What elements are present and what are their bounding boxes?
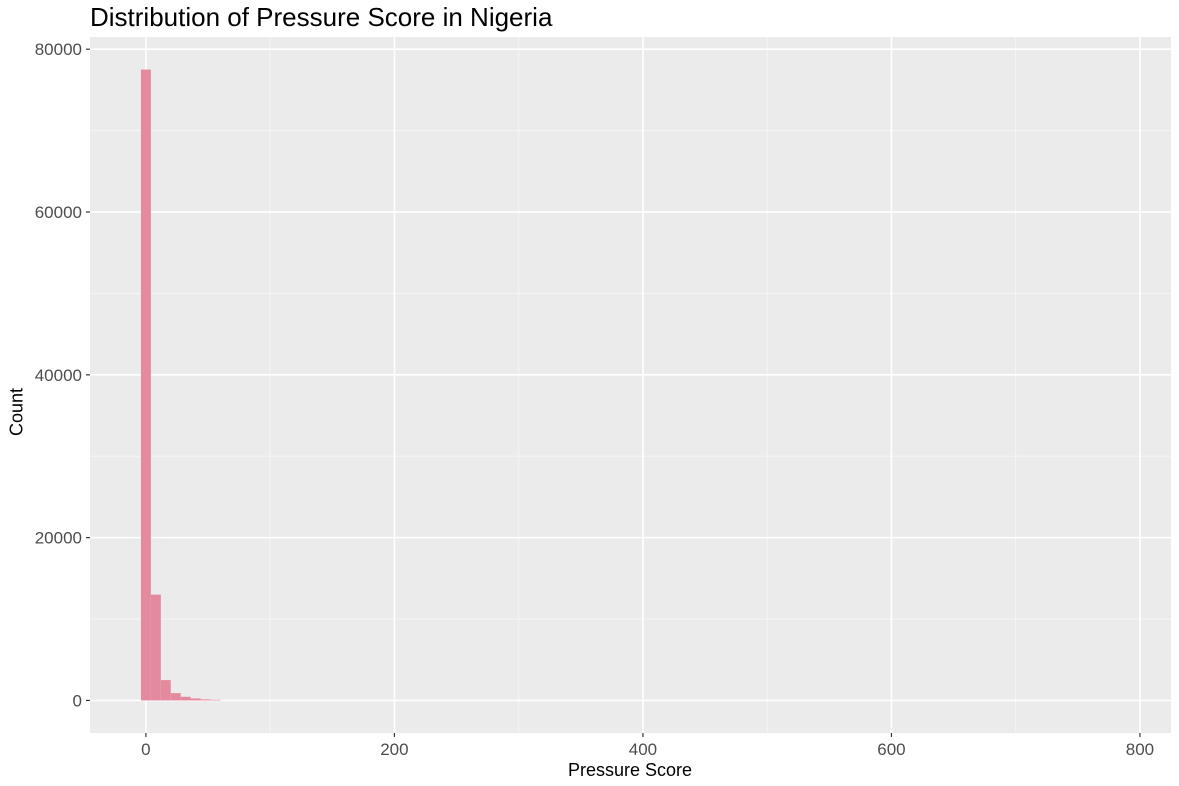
histogram-bar [140,69,151,701]
histogram-bars [140,69,221,701]
y-axis-label: Count [6,387,27,437]
minor-gridlines [90,37,1171,733]
histogram-bar [200,699,211,701]
histogram-bar [210,699,221,701]
x-axis: 0 200 400 600 800 [141,733,1154,759]
y-tick-label: 0 [73,691,82,710]
y-tick-label: 60000 [35,203,82,222]
y-tick-label: 80000 [35,40,82,59]
x-tick-label: 400 [629,740,657,759]
x-tick-label: 200 [380,740,408,759]
histogram-bar [190,698,201,701]
y-tick-label: 40000 [35,366,82,385]
x-tick-label: 600 [877,740,905,759]
chart-title: Distribution of Pressure Score in Nigeri… [90,2,553,32]
plot-panel [90,37,1171,733]
histogram-bar [170,693,181,701]
y-tick-label: 20000 [35,529,82,548]
histogram-bar [160,680,171,701]
histogram-bar [180,696,191,701]
histogram-bar [150,594,161,701]
x-tick-label: 800 [1126,740,1154,759]
x-axis-label: Pressure Score [567,760,693,780]
x-tick-label: 0 [141,740,150,759]
y-axis: 0 20000 40000 60000 80000 [35,40,90,710]
